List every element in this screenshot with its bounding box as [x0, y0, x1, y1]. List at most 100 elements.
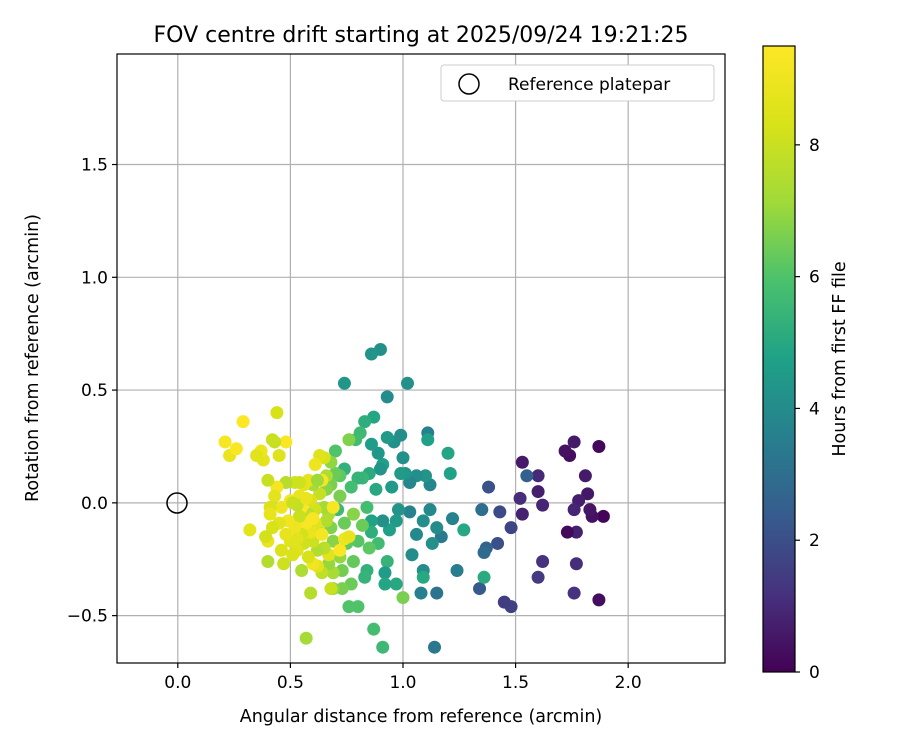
data-point [279, 435, 293, 449]
data-point [477, 570, 491, 584]
data-point [477, 545, 491, 559]
data-point [531, 570, 545, 584]
data-point [315, 527, 329, 541]
data-point [292, 476, 306, 490]
x-tick-label: 1.5 [502, 673, 529, 693]
data-point [355, 518, 369, 532]
data-point [493, 505, 507, 519]
data-point [337, 376, 351, 390]
data-point [261, 555, 275, 568]
data-point [333, 489, 347, 503]
data-point [250, 448, 264, 462]
data-point [430, 586, 444, 600]
chart-title: FOV centre drift starting at 2025/09/24 … [154, 23, 689, 48]
data-point [583, 503, 597, 517]
data-point [409, 527, 423, 541]
data-point [385, 480, 399, 494]
data-point [414, 586, 428, 600]
data-point [513, 491, 527, 505]
data-point [229, 442, 243, 456]
data-points [218, 342, 610, 654]
data-point [389, 514, 403, 528]
data-point [313, 487, 327, 501]
data-point [428, 640, 442, 654]
data-point [567, 503, 581, 517]
legend-box [440, 64, 715, 102]
data-point [497, 595, 511, 609]
data-point [482, 480, 496, 494]
data-point [304, 586, 318, 600]
data-point [236, 415, 250, 429]
colorbar-label: Hours from first FF file [830, 261, 850, 456]
data-point [328, 444, 342, 458]
data-point [515, 455, 529, 469]
data-point [378, 577, 392, 591]
y-tick-label: 0.0 [81, 494, 108, 514]
data-point [578, 469, 592, 483]
data-point [473, 582, 487, 596]
data-point [446, 512, 460, 526]
data-point [342, 433, 356, 447]
data-point [457, 523, 471, 537]
data-point [567, 435, 581, 449]
data-point [380, 390, 394, 404]
colorbar-tick-label: 2 [809, 531, 820, 551]
data-point [351, 471, 365, 485]
x-axis-ticks: 0.0 0.5 1.0 1.5 2.0 [164, 663, 642, 693]
data-point [405, 548, 419, 562]
data-point [310, 473, 324, 487]
data-point [322, 557, 336, 571]
data-point [333, 543, 347, 557]
data-point [491, 536, 505, 550]
data-point [380, 430, 394, 444]
data-point [569, 525, 583, 539]
y-tick-label: 1.5 [81, 156, 108, 176]
data-point [346, 555, 360, 568]
data-point [378, 566, 392, 580]
data-point [376, 640, 390, 654]
data-point [475, 503, 489, 517]
data-point [421, 433, 435, 447]
colorbar-ticks: 0 2 4 6 8 [795, 136, 820, 683]
data-point [243, 523, 257, 537]
data-point [450, 564, 464, 578]
data-point [425, 536, 439, 550]
data-point [268, 489, 282, 503]
data-point [308, 458, 322, 472]
data-point [218, 435, 232, 449]
data-point [443, 467, 457, 481]
data-point [342, 530, 356, 544]
data-point [290, 532, 304, 546]
data-point [274, 500, 288, 514]
colorbar-tick-label: 8 [809, 136, 820, 156]
data-point [515, 507, 529, 521]
data-point [504, 521, 518, 535]
data-point [346, 507, 360, 521]
data-point [299, 631, 313, 645]
data-point [400, 376, 414, 390]
data-point [531, 469, 545, 483]
plot-frame [116, 53, 726, 664]
data-point [358, 570, 372, 584]
data-point [342, 600, 356, 614]
data-point [380, 555, 394, 568]
x-axis-label: Angular distance from reference (arcmin) [240, 707, 603, 727]
data-point [371, 446, 385, 460]
data-point [423, 503, 437, 517]
data-point [373, 462, 387, 476]
data-point [596, 509, 610, 523]
data-point [337, 516, 351, 530]
data-point [367, 622, 381, 636]
data-point [560, 525, 574, 539]
data-point [274, 543, 288, 557]
data-point [394, 467, 408, 481]
data-point [360, 500, 374, 514]
data-point [279, 527, 293, 541]
data-point [261, 473, 275, 487]
data-point [306, 512, 320, 526]
data-point [299, 491, 313, 505]
colorbar-tick-label: 4 [809, 399, 820, 419]
data-point [376, 514, 390, 528]
x-tick-label: 0.0 [164, 673, 191, 693]
y-tick-label: 1.0 [81, 268, 108, 288]
